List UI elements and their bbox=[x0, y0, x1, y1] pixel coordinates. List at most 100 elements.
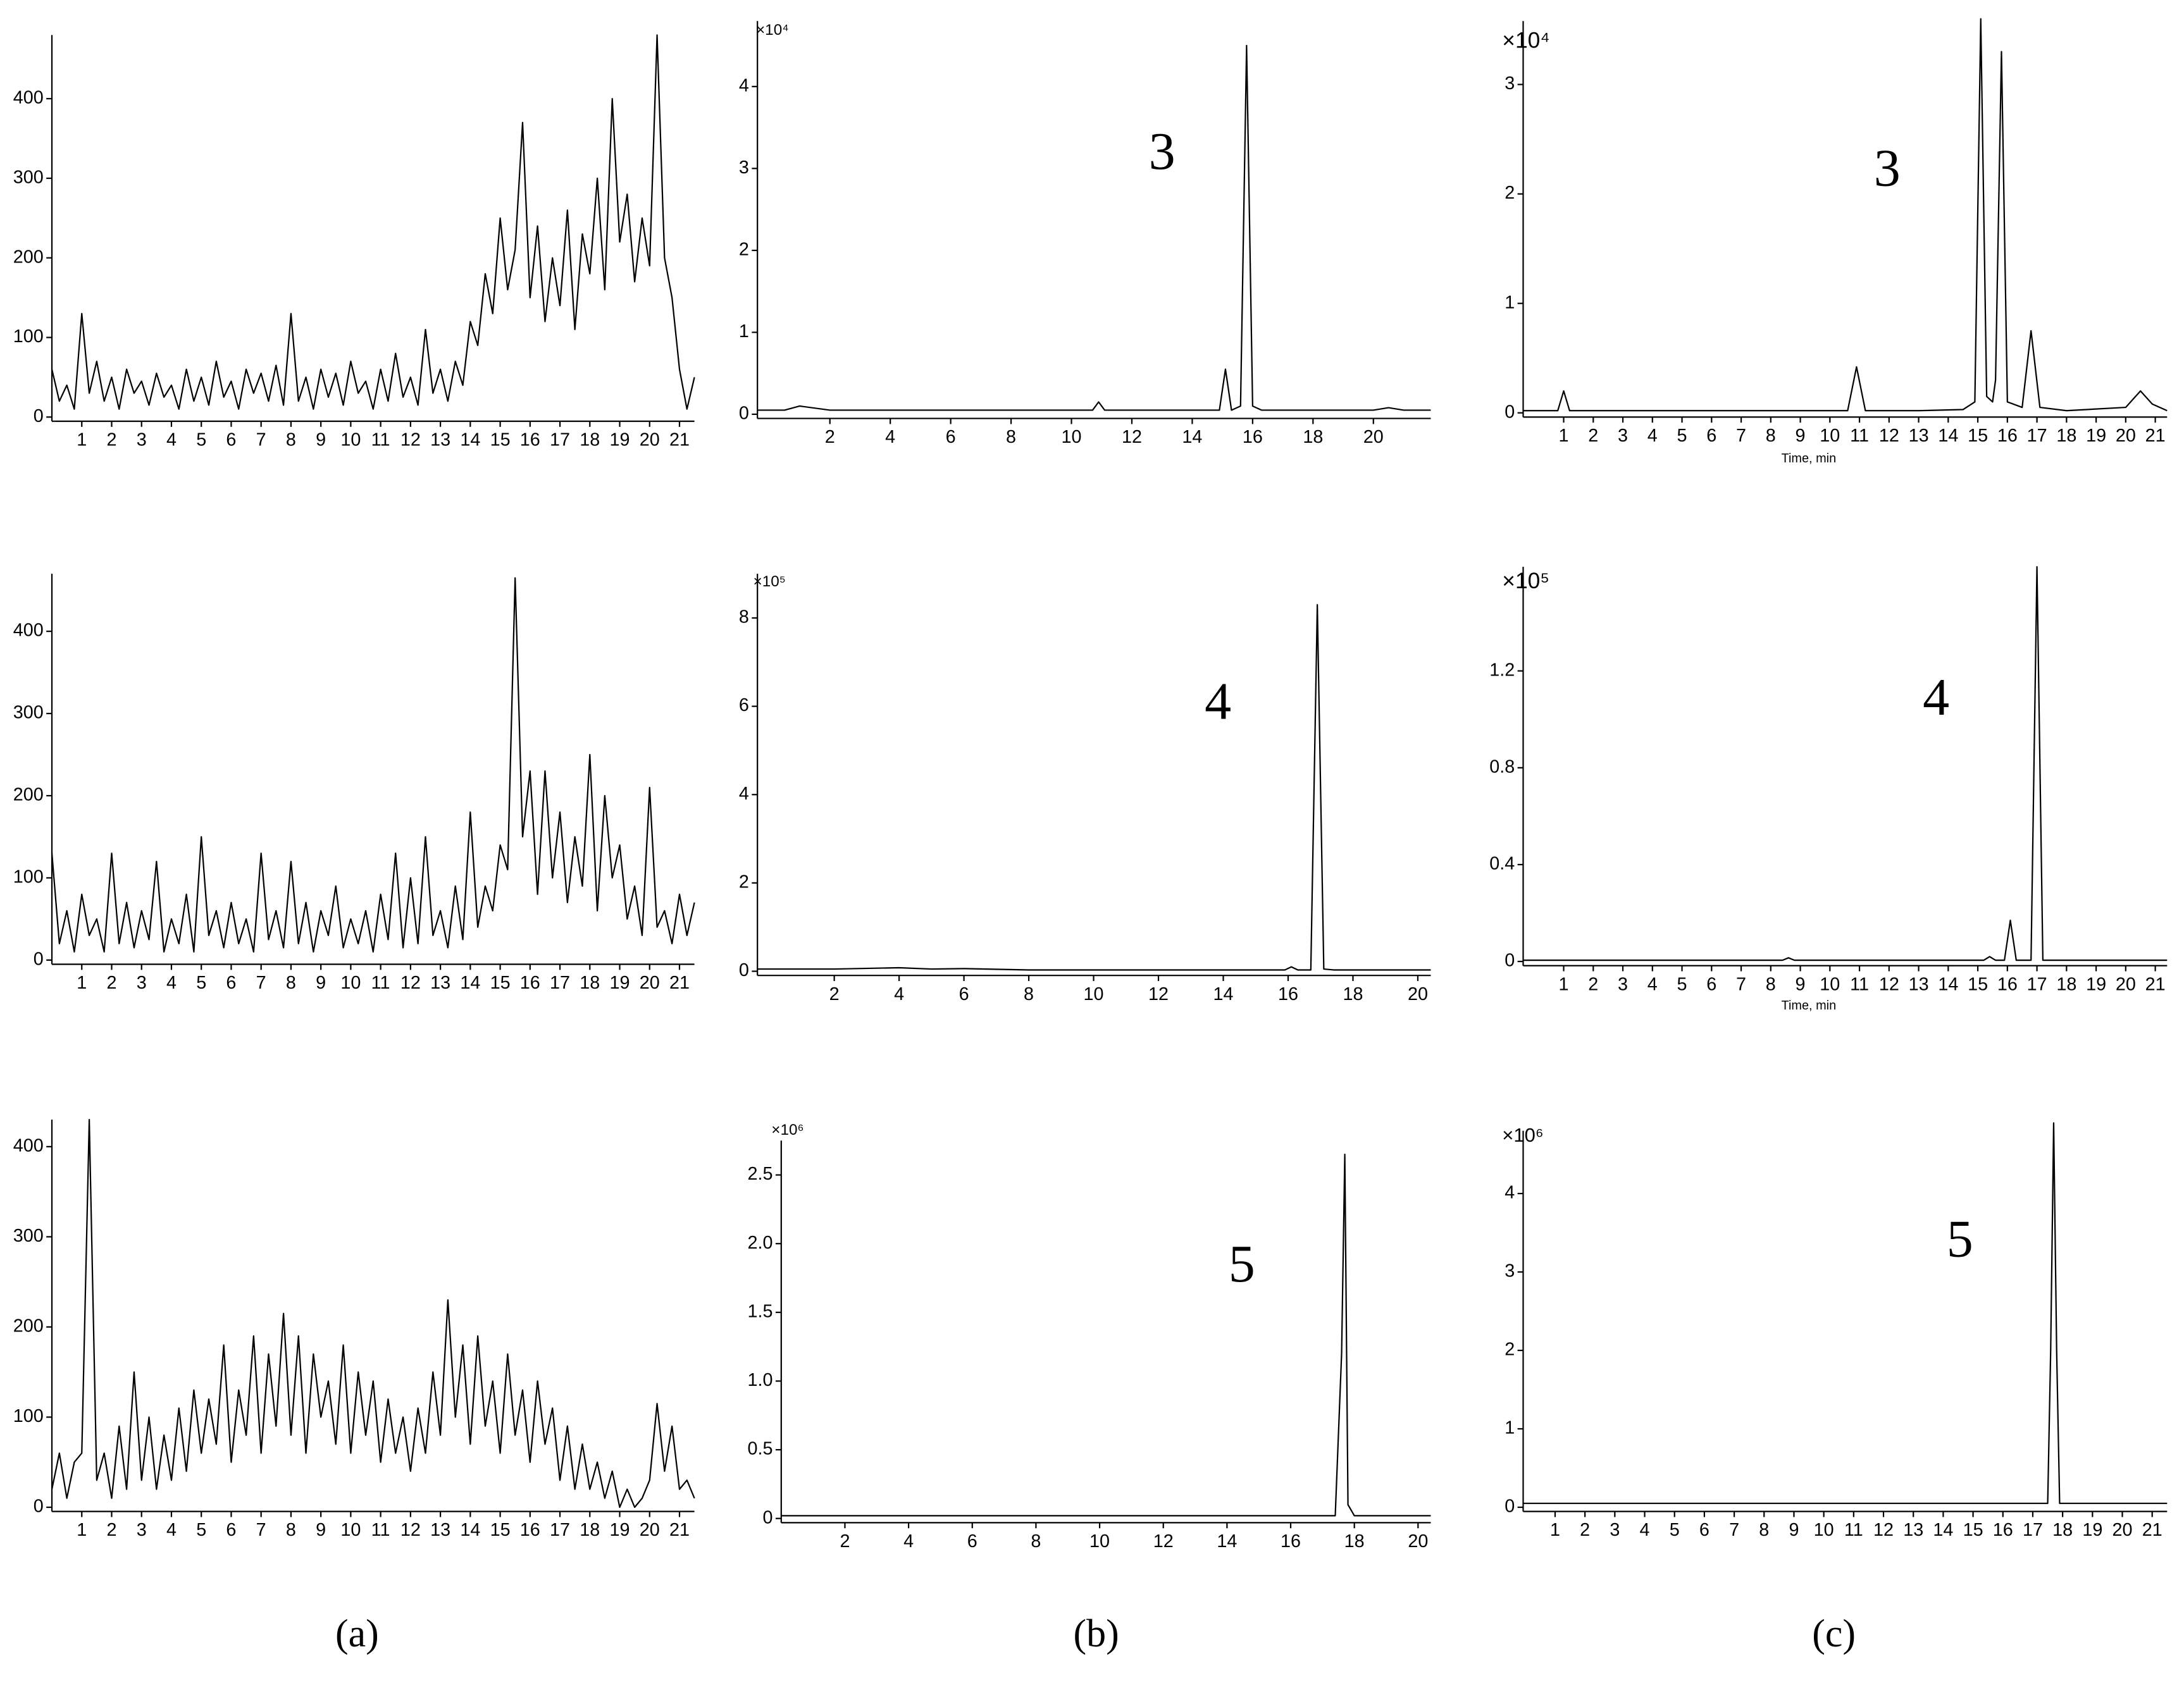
x-tick-label: 4 bbox=[166, 1520, 177, 1540]
x-tick-label: 8 bbox=[1759, 1520, 1769, 1540]
y-tick-label: 400 bbox=[13, 88, 44, 108]
peak-label: 5 bbox=[1229, 1235, 1255, 1293]
x-tick-label: 4 bbox=[1647, 974, 1658, 994]
x-tick-label: 15 bbox=[490, 1520, 511, 1540]
y-multiplier: ×10⁶ bbox=[1502, 1124, 1543, 1146]
x-tick-label: 10 bbox=[340, 430, 361, 450]
x-tick-label: 6 bbox=[1699, 1520, 1709, 1540]
x-tick-label: 11 bbox=[1850, 974, 1869, 994]
y-tick-label: 0 bbox=[34, 949, 44, 969]
y-tick-label: 2 bbox=[739, 872, 749, 892]
x-tick-label: 3 bbox=[137, 973, 147, 993]
y-tick-label: 4 bbox=[1505, 1183, 1515, 1203]
x-tick-label: 10 bbox=[1820, 426, 1840, 446]
peak-label: 3 bbox=[1874, 139, 1901, 198]
x-tick-label: 11 bbox=[1844, 1520, 1863, 1540]
x-tick-label: 2 bbox=[106, 430, 116, 450]
panel-label: (a) bbox=[335, 1612, 379, 1655]
x-tick-label: 14 bbox=[460, 430, 480, 450]
x-axis-label: Time, min bbox=[1782, 999, 1837, 1013]
chromatogram-line bbox=[1523, 566, 2168, 961]
y-tick-label: 2 bbox=[1505, 1340, 1515, 1360]
y-tick-label: 0.8 bbox=[1489, 756, 1515, 777]
x-tick-label: 18 bbox=[1343, 984, 1363, 1004]
x-tick-label: 16 bbox=[1281, 1531, 1301, 1552]
x-tick-label: 8 bbox=[286, 1520, 296, 1540]
x-tick-label: 14 bbox=[1217, 1531, 1237, 1552]
x-tick-label: 13 bbox=[430, 1520, 450, 1540]
x-tick-label: 5 bbox=[1677, 426, 1687, 446]
x-tick-label: 4 bbox=[885, 427, 895, 447]
x-tick-label: 7 bbox=[1736, 426, 1746, 446]
x-tick-label: 6 bbox=[1706, 974, 1716, 994]
x-tick-label: 6 bbox=[1706, 426, 1716, 446]
x-tick-label: 3 bbox=[137, 430, 147, 450]
y-multiplier: ×10⁶ bbox=[771, 1121, 803, 1139]
y-tick-label: 1.0 bbox=[748, 1370, 773, 1390]
x-tick-label: 18 bbox=[2056, 974, 2076, 994]
y-tick-label: 0 bbox=[739, 960, 749, 980]
x-tick-label: 11 bbox=[371, 973, 390, 993]
x-tick-label: 5 bbox=[196, 973, 206, 993]
y-tick-label: 0.4 bbox=[1489, 854, 1515, 874]
x-tick-label: 16 bbox=[1278, 984, 1298, 1004]
x-tick-label: 16 bbox=[1997, 426, 2018, 446]
y-tick-label: 6 bbox=[739, 695, 749, 715]
x-tick-label: 2 bbox=[106, 973, 116, 993]
x-tick-label: 5 bbox=[1670, 1520, 1680, 1540]
x-tick-label: 2 bbox=[106, 1520, 116, 1540]
y-tick-label: 0 bbox=[1505, 951, 1515, 971]
x-tick-label: 16 bbox=[1997, 974, 2018, 994]
panel-label: (c) bbox=[1812, 1612, 1856, 1655]
x-tick-label: 20 bbox=[640, 430, 660, 450]
y-tick-label: 200 bbox=[13, 247, 44, 267]
x-tick-label: 4 bbox=[1647, 426, 1658, 446]
y-tick-label: 3 bbox=[739, 157, 749, 178]
peak-label: 5 bbox=[1947, 1209, 1973, 1268]
x-tick-label: 1 bbox=[1550, 1520, 1560, 1540]
x-tick-label: 11 bbox=[371, 430, 390, 450]
x-tick-label: 4 bbox=[1640, 1520, 1650, 1540]
y-tick-label: 0 bbox=[34, 1497, 44, 1517]
x-tick-label: 14 bbox=[1182, 427, 1202, 447]
chromatogram-line bbox=[1523, 1122, 2168, 1504]
x-tick-label: 2 bbox=[1580, 1520, 1590, 1540]
y-tick-label: 0 bbox=[34, 406, 44, 426]
x-tick-label: 21 bbox=[669, 430, 690, 450]
y-tick-label: 0 bbox=[763, 1507, 773, 1528]
y-multiplier: ×10⁴ bbox=[1502, 28, 1549, 53]
x-tick-label: 21 bbox=[669, 1520, 690, 1540]
x-tick-label: 10 bbox=[340, 1520, 361, 1540]
x-tick-label: 16 bbox=[520, 1520, 540, 1540]
x-tick-label: 18 bbox=[580, 430, 600, 450]
x-tick-label: 6 bbox=[226, 973, 236, 993]
x-tick-label: 20 bbox=[2116, 974, 2136, 994]
x-tick-label: 17 bbox=[550, 973, 570, 993]
x-tick-label: 16 bbox=[520, 430, 540, 450]
x-tick-label: 7 bbox=[256, 973, 266, 993]
y-tick-label: 1 bbox=[1505, 1418, 1515, 1438]
y-tick-label: 100 bbox=[13, 867, 44, 887]
y-tick-label: 1.2 bbox=[1489, 660, 1515, 680]
x-tick-label: 15 bbox=[1968, 974, 1988, 994]
x-tick-label: 9 bbox=[316, 1520, 326, 1540]
chromatogram-line bbox=[51, 577, 695, 953]
x-tick-label: 21 bbox=[2142, 1520, 2162, 1540]
y-tick-label: 2.0 bbox=[748, 1233, 773, 1253]
x-tick-label: 8 bbox=[286, 973, 296, 993]
x-tick-label: 8 bbox=[286, 430, 296, 450]
x-tick-label: 16 bbox=[1243, 427, 1263, 447]
x-tick-label: 18 bbox=[1344, 1531, 1365, 1552]
x-tick-label: 17 bbox=[550, 430, 570, 450]
x-tick-label: 12 bbox=[1873, 1520, 1894, 1540]
x-tick-label: 11 bbox=[371, 1520, 390, 1540]
x-tick-label: 20 bbox=[640, 1520, 660, 1540]
x-tick-label: 6 bbox=[959, 984, 969, 1004]
x-tick-label: 8 bbox=[1024, 984, 1034, 1004]
x-tick-label: 5 bbox=[1677, 974, 1687, 994]
x-tick-label: 12 bbox=[1148, 984, 1169, 1004]
x-tick-label: 19 bbox=[2086, 426, 2106, 446]
x-tick-label: 20 bbox=[1408, 1531, 1428, 1552]
x-tick-label: 15 bbox=[490, 973, 511, 993]
